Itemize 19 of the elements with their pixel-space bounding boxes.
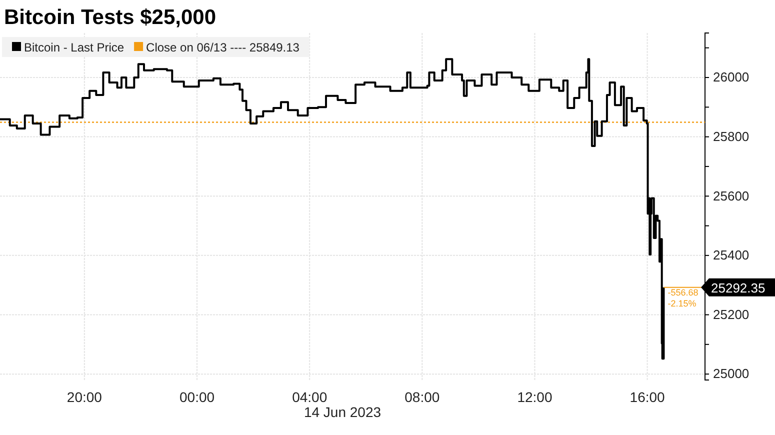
y-tick-label: 25200 <box>713 306 750 322</box>
annotation: -556.68 <box>668 287 698 298</box>
annotation: 25292.35 <box>711 280 766 296</box>
y-tick-label: 26000 <box>713 70 750 85</box>
chart-title: Bitcoin Tests $25,000 <box>4 6 216 29</box>
y-tick-label: 25800 <box>713 128 750 144</box>
x-tick-label: 00:00 <box>179 388 215 405</box>
y-tick-label: 25000 <box>713 366 750 382</box>
x-axis-title: 14 Jun 2023 <box>304 404 382 420</box>
y-tick-label: 25600 <box>713 188 750 204</box>
y-tick-label: 25400 <box>713 248 750 263</box>
x-tick-label: 20:00 <box>66 388 102 405</box>
x-tick-label: 08:00 <box>404 388 440 405</box>
x-tick-label: 16:00 <box>630 388 666 405</box>
annotation: -2.15% <box>668 298 696 308</box>
legend-label: Close on 06/13 ---- 25849.13 <box>146 40 300 54</box>
x-tick-label: 12:00 <box>517 388 552 405</box>
legend-label: Bitcoin - Last Price <box>24 40 124 54</box>
x-tick-label: 04:00 <box>292 388 328 405</box>
